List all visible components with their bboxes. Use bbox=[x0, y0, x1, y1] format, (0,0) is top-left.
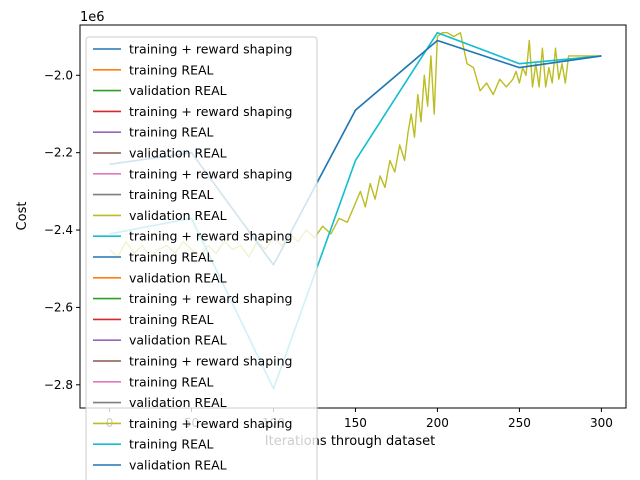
legend-label: validation REAL bbox=[129, 208, 227, 223]
x-tick-label: 300 bbox=[590, 416, 613, 430]
legend-label: training REAL bbox=[129, 374, 214, 389]
x-tick-label: 250 bbox=[508, 416, 531, 430]
legend-label: training REAL bbox=[129, 187, 214, 202]
legend-label: validation REAL bbox=[129, 83, 227, 98]
axes-frame bbox=[79, 24, 627, 409]
legend-label: validation REAL bbox=[129, 333, 227, 348]
axes bbox=[79, 24, 627, 409]
legend-box bbox=[85, 36, 318, 480]
legend-label: validation REAL bbox=[129, 395, 227, 410]
legend-label: training + reward shaping bbox=[129, 416, 292, 431]
legend: training + reward shaping training REAL va… bbox=[85, 36, 318, 480]
x-tick-label: 150 bbox=[344, 416, 367, 430]
legend-label: training REAL bbox=[129, 125, 214, 140]
y-tick-label: −2.8 bbox=[44, 378, 73, 392]
legend-label: training + reward shaping bbox=[129, 42, 292, 57]
y-tick-label: −2.4 bbox=[44, 223, 73, 237]
legend-label: training REAL bbox=[129, 62, 214, 77]
legend-label: training REAL bbox=[129, 312, 214, 327]
y-tick-label: −2.2 bbox=[44, 146, 73, 160]
legend-label: validation REAL bbox=[129, 270, 227, 285]
y-axis-label: Cost bbox=[15, 202, 30, 231]
legend-label: validation REAL bbox=[129, 458, 227, 473]
legend-label: training REAL bbox=[129, 250, 214, 265]
legend-label: training + reward shaping bbox=[129, 104, 292, 119]
y-tick-label: −2.0 bbox=[44, 68, 73, 82]
y-ticks: −2.8 −2.6 −2.4 −2.2 −2.0 bbox=[44, 68, 80, 392]
x-tick-label: 200 bbox=[426, 416, 449, 430]
legend-label: training + reward shaping bbox=[129, 291, 292, 306]
legend-label: training REAL bbox=[129, 437, 214, 452]
legend-label: training + reward shaping bbox=[129, 229, 292, 244]
legend-label: validation REAL bbox=[129, 146, 227, 161]
y-tick-label: −2.6 bbox=[44, 300, 73, 314]
legend-label: training + reward shaping bbox=[129, 354, 292, 369]
legend-label: training + reward shaping bbox=[129, 166, 292, 181]
y-axis-offset-label: 1e6 bbox=[80, 10, 105, 25]
